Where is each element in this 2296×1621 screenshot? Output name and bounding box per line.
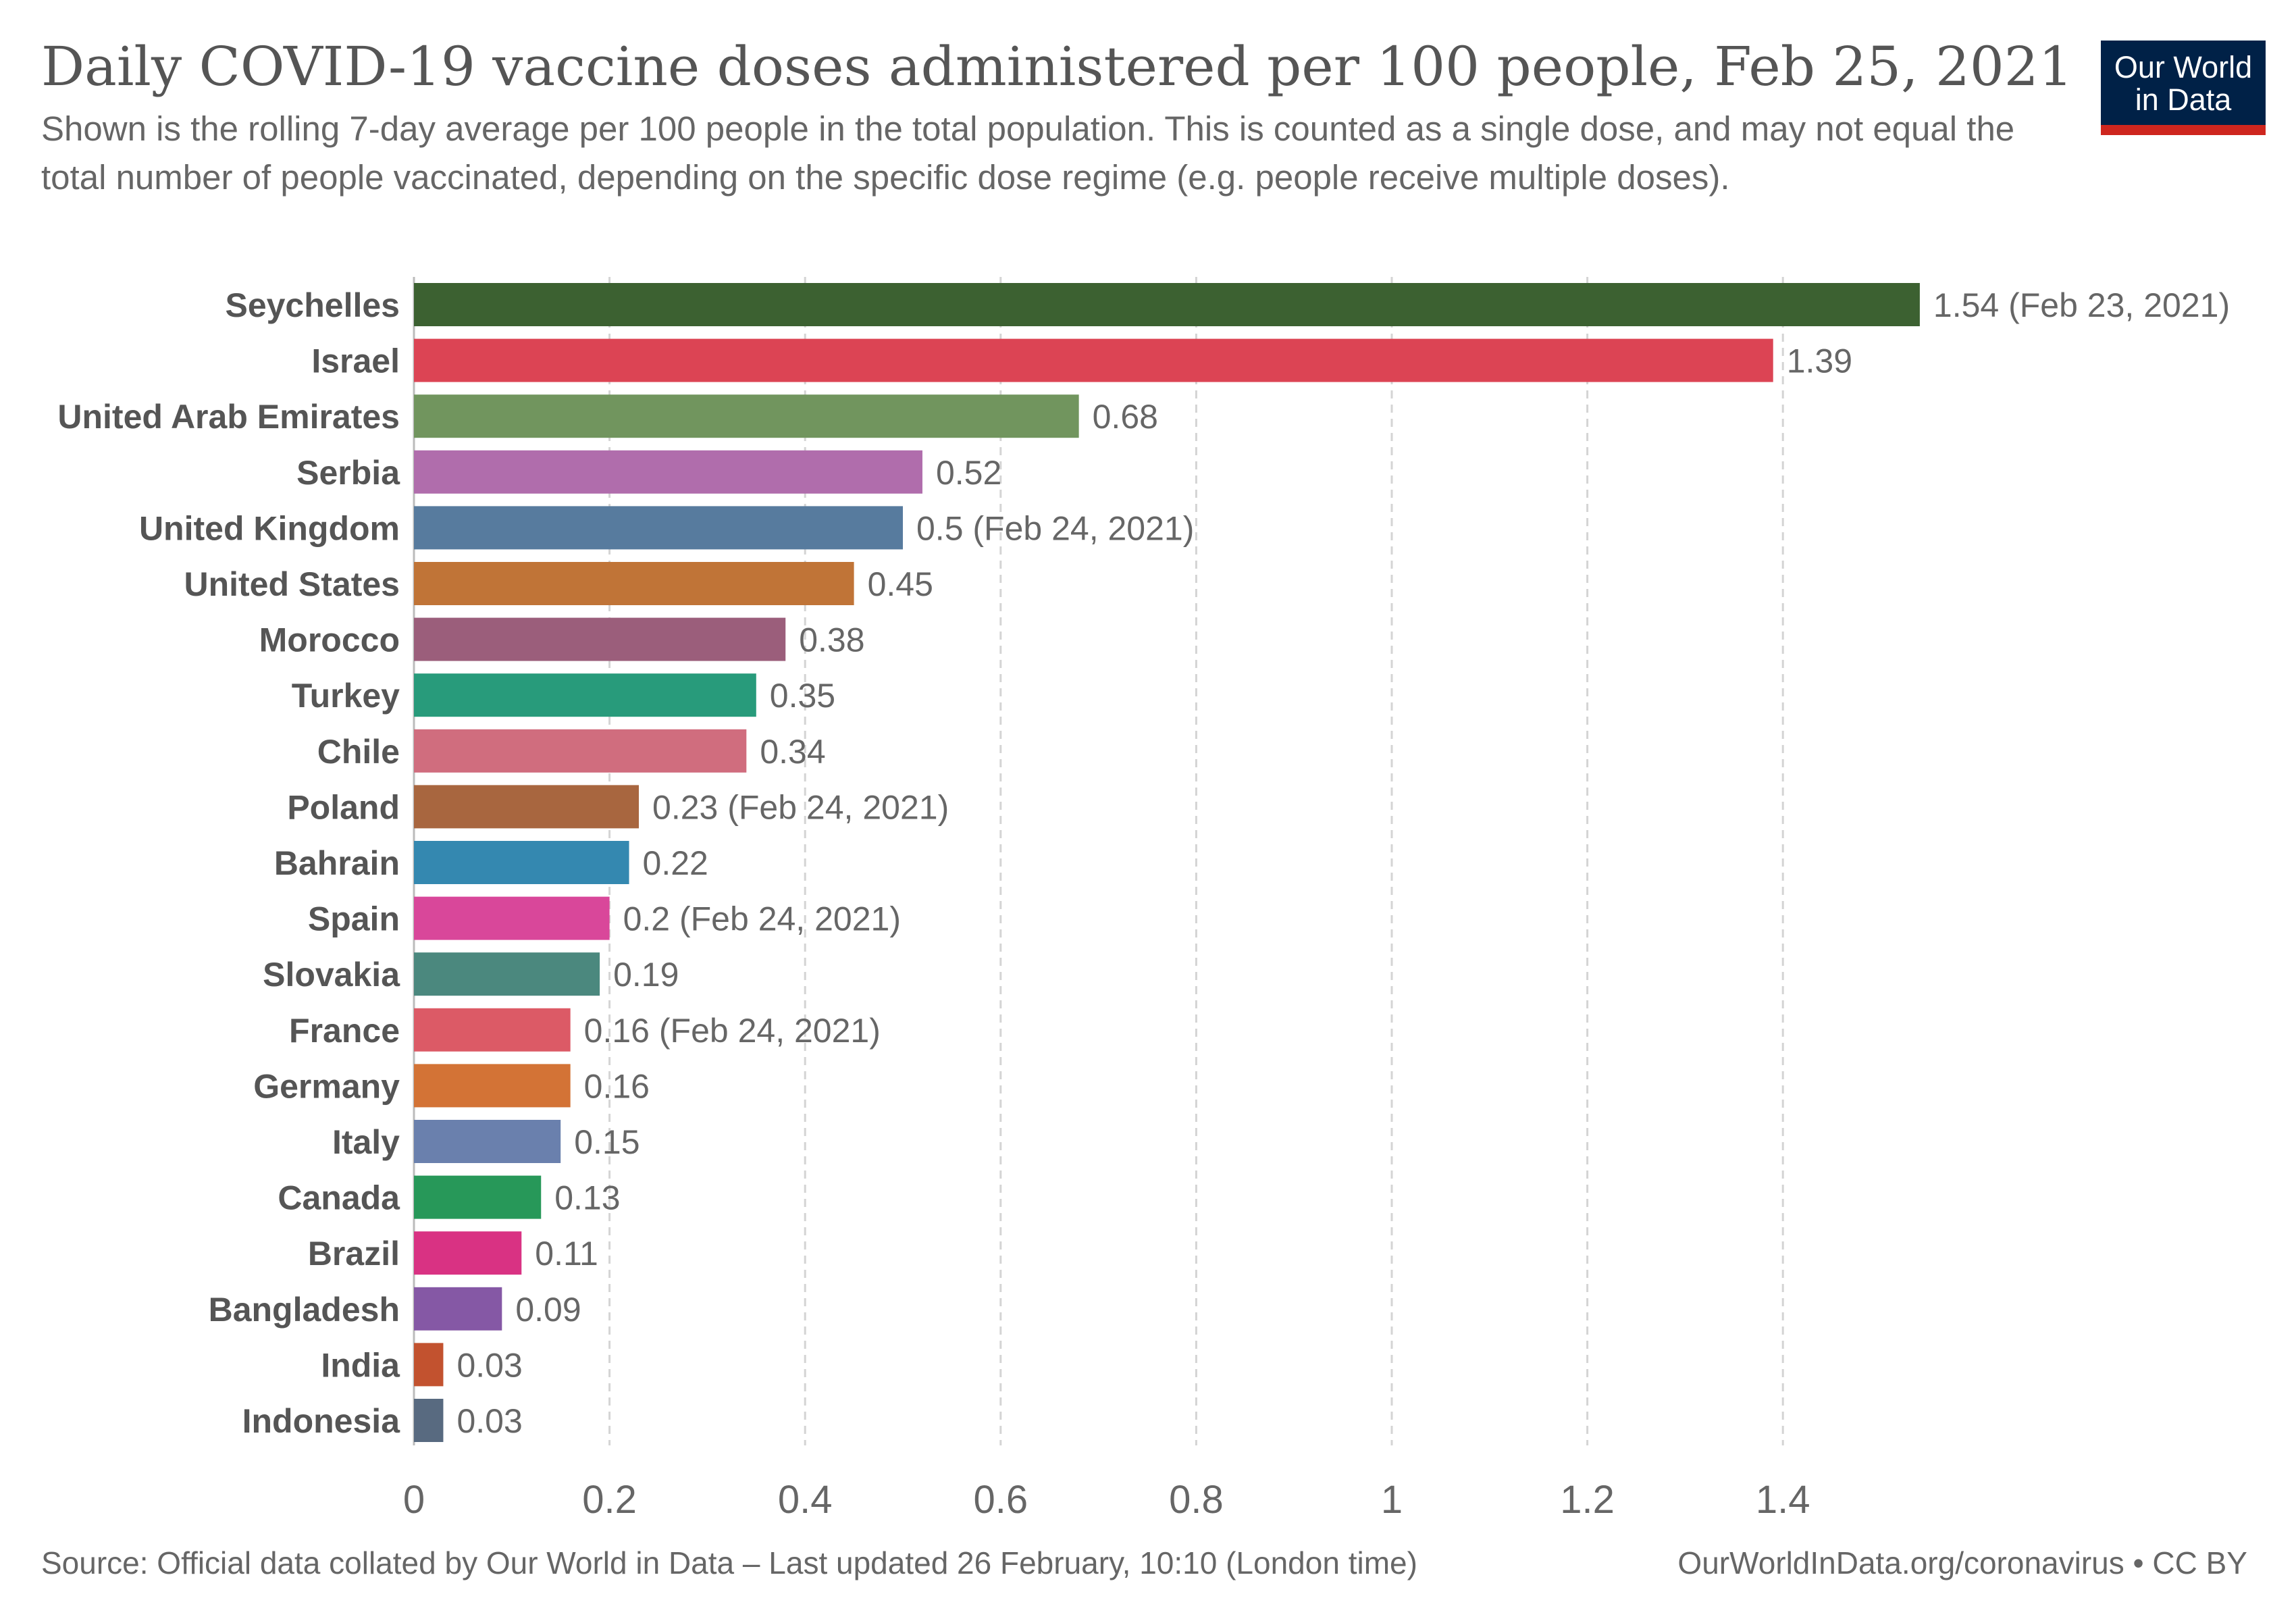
category-label: Seychelles — [225, 286, 400, 324]
category-label: Spain — [308, 900, 400, 938]
value-label: 0.11 — [535, 1235, 598, 1272]
bar[interactable] — [414, 506, 903, 550]
bar[interactable] — [414, 1008, 571, 1052]
category-label: Bahrain — [274, 844, 400, 882]
category-label: United Kingdom — [139, 509, 400, 547]
bar[interactable] — [414, 617, 786, 661]
bar[interactable] — [414, 952, 600, 996]
bar[interactable] — [414, 1120, 561, 1163]
value-label: 0.15 — [574, 1123, 640, 1161]
category-label: Canada — [278, 1179, 400, 1217]
x-tick-label: 0.6 — [973, 1478, 1028, 1522]
category-label: Serbia — [296, 454, 400, 492]
category-label: Israel — [311, 342, 400, 380]
category-label: Turkey — [292, 677, 400, 715]
value-label: 0.03 — [456, 1346, 522, 1384]
bar[interactable] — [414, 841, 629, 884]
value-label: 0.35 — [770, 677, 835, 715]
logo-line-2: in Data — [2135, 82, 2232, 117]
bar[interactable] — [414, 283, 1920, 326]
value-label: 1.39 — [1787, 342, 1852, 380]
x-tick-label: 0.4 — [778, 1478, 833, 1522]
bar[interactable] — [414, 1287, 502, 1331]
category-label: Slovakia — [263, 956, 400, 994]
value-label: 0.03 — [456, 1402, 522, 1440]
source-note: Source: Official data collated by Our Wo… — [41, 1545, 1417, 1580]
category-label: Poland — [287, 788, 400, 826]
chart-title: Daily COVID-19 vaccine doses administere… — [41, 35, 2073, 98]
value-label: 0.16 (Feb 24, 2021) — [584, 1012, 881, 1050]
logo-line-1: Our World — [2114, 50, 2253, 84]
category-label: Indonesia — [242, 1402, 401, 1440]
bar[interactable] — [414, 1231, 522, 1275]
value-label: 0.68 — [1093, 398, 1158, 436]
value-label: 0.23 (Feb 24, 2021) — [652, 788, 949, 826]
category-label: Chile — [317, 733, 400, 771]
value-label: 1.54 (Feb 23, 2021) — [1933, 286, 2230, 324]
value-label: 0.09 — [515, 1291, 581, 1329]
x-tick-label: 0 — [403, 1478, 425, 1522]
value-label: 0.2 (Feb 24, 2021) — [623, 900, 901, 938]
category-label: Germany — [253, 1067, 400, 1105]
category-label: France — [289, 1012, 400, 1050]
category-label: Italy — [332, 1123, 400, 1161]
x-tick-label: 0.2 — [582, 1478, 637, 1522]
bar[interactable] — [414, 1399, 444, 1442]
bar[interactable] — [414, 1343, 444, 1387]
bar[interactable] — [414, 1175, 542, 1219]
value-label: 0.22 — [643, 844, 708, 882]
chart-subtitle: Shown is the rolling 7-day average per 1… — [41, 109, 2015, 197]
x-tick-label: 1.4 — [1756, 1478, 1810, 1522]
value-label: 0.34 — [760, 733, 825, 771]
x-tick-label: 1 — [1381, 1478, 1403, 1522]
value-label: 0.52 — [936, 454, 1001, 492]
bar[interactable] — [414, 729, 747, 773]
value-label: 0.38 — [799, 621, 864, 659]
value-label: 0.16 — [584, 1067, 650, 1105]
bars — [414, 283, 1920, 1442]
category-label: United Arab Emirates — [57, 398, 400, 436]
owid-logo[interactable]: Our World in Data — [2101, 41, 2266, 135]
bar[interactable] — [414, 896, 610, 940]
category-label: India — [321, 1346, 400, 1384]
category-labels: Seychelles Israel United Arab Emirates Serb… — [57, 286, 400, 1440]
category-label: Morocco — [259, 621, 400, 659]
value-label: 0.5 (Feb 24, 2021) — [916, 509, 1194, 547]
category-label: United States — [184, 565, 400, 603]
bar[interactable] — [414, 785, 640, 829]
x-tick-label: 1.2 — [1560, 1478, 1615, 1522]
x-tick-label: 0.8 — [1169, 1478, 1224, 1522]
bar[interactable] — [414, 1064, 571, 1108]
value-labels: 1.54 (Feb 23, 2021) 1.39 0.68 0.52 0.5 (Feb … — [456, 286, 2230, 1440]
category-label: Brazil — [308, 1235, 400, 1272]
category-label: Bangladesh — [209, 1291, 400, 1329]
value-label: 0.19 — [613, 956, 679, 994]
bar[interactable] — [414, 562, 854, 605]
value-label: 0.45 — [868, 565, 933, 603]
bar[interactable] — [414, 673, 756, 717]
x-axis: 0 0.2 0.4 0.6 0.8 1 1.2 1.4 — [403, 1478, 1810, 1522]
value-label: 0.13 — [554, 1179, 620, 1217]
bar[interactable] — [414, 450, 922, 494]
bar[interactable] — [414, 338, 1773, 382]
bar[interactable] — [414, 394, 1079, 438]
footer-link[interactable]: OurWorldInData.org/coronavirus • CC BY — [1677, 1545, 2247, 1580]
